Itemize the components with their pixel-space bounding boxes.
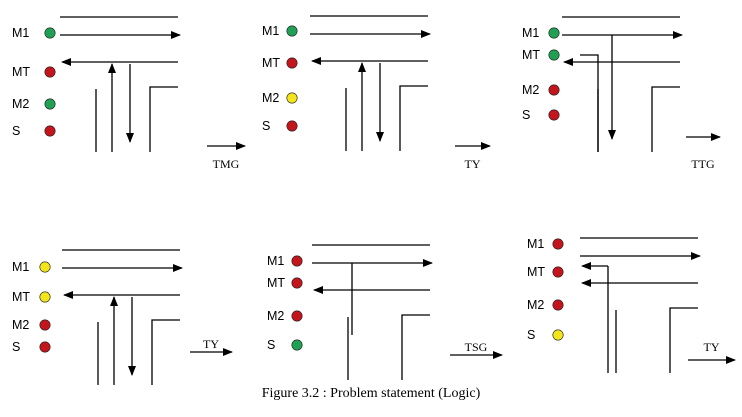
road-edge-right	[401, 314, 430, 380]
signal-light-red	[552, 299, 564, 311]
signal-light-red	[286, 120, 298, 132]
transition-label: TY	[465, 157, 481, 171]
junction-roads	[562, 16, 683, 152]
signal-light-green	[44, 27, 56, 39]
road-edge-right	[669, 307, 698, 373]
phase-panel: M1 MT M2 S	[12, 249, 183, 385]
transition-label: TMG	[213, 157, 240, 171]
signal-light-green	[291, 339, 303, 351]
phase-transition: TY	[688, 340, 736, 364]
phase-panel: M1 MT M2 S	[267, 244, 433, 380]
signal-label: M1	[527, 237, 544, 251]
signal-light-red	[548, 84, 560, 96]
signal-label: M2	[522, 83, 539, 97]
phase-panel: M1 MT M2 S	[12, 16, 181, 152]
signal-label: MT	[527, 265, 545, 279]
junction-roads	[312, 244, 433, 380]
signal-light-red	[548, 109, 560, 121]
signal-light-yellow	[286, 92, 298, 104]
signal-light-green	[548, 49, 560, 61]
road-edge-right	[651, 86, 680, 152]
signal-label: MT	[12, 290, 30, 304]
phase-transition: TTG	[686, 133, 721, 171]
signal-light-red	[291, 277, 303, 289]
signal-light-yellow	[552, 329, 564, 341]
signal-label: M1	[522, 26, 539, 40]
phase-transition: TY	[455, 142, 491, 171]
transition-label: TY	[704, 340, 720, 354]
signal-label: M1	[262, 24, 279, 38]
signal-label: M1	[12, 26, 29, 40]
junction-roads	[580, 237, 701, 373]
phase-panel: M1 MT M2 S	[527, 237, 701, 373]
phase-panel: M1 MT M2 S	[262, 15, 431, 151]
junction-roads	[62, 249, 183, 385]
road-edge-right	[399, 85, 428, 151]
signal-light-red	[39, 319, 51, 331]
junction-roads	[60, 16, 181, 152]
signal-label: S	[12, 124, 20, 138]
transition-label: TY	[203, 337, 219, 351]
signal-label: MT	[267, 276, 285, 290]
signal-label: MT	[12, 65, 30, 79]
signal-light-green	[286, 25, 298, 37]
signal-label: M2	[12, 97, 29, 111]
phase-transition: TMG	[207, 142, 246, 171]
signal-light-red	[39, 341, 51, 353]
junction-roads	[310, 15, 431, 151]
signal-light-red	[552, 238, 564, 250]
signal-label: MT	[522, 48, 540, 62]
signal-light-red	[44, 125, 56, 137]
transition-label: TTG	[691, 157, 715, 171]
road-edge-right	[151, 319, 180, 385]
signal-label: M2	[262, 91, 279, 105]
signal-light-red	[552, 266, 564, 278]
signal-label: M2	[527, 298, 544, 312]
phase-transition: TSG	[450, 340, 503, 359]
signal-label: M2	[267, 309, 284, 323]
transition-label: TSG	[465, 340, 488, 354]
signal-label: S	[267, 338, 275, 352]
signal-light-red	[291, 255, 303, 267]
signal-label: S	[12, 340, 20, 354]
phase-transition: TY	[190, 337, 233, 356]
signal-light-green	[548, 27, 560, 39]
signal-label: S	[262, 119, 270, 133]
signal-light-green	[44, 98, 56, 110]
signal-label: S	[522, 108, 530, 122]
phase-panel: M1 MT M2 S	[522, 16, 683, 152]
signal-light-yellow	[39, 291, 51, 303]
signal-light-red	[291, 310, 303, 322]
signal-label: S	[527, 328, 535, 342]
signal-light-red	[286, 57, 298, 69]
signal-light-yellow	[39, 261, 51, 273]
signal-light-red	[44, 66, 56, 78]
arrow-turn-left	[580, 54, 599, 152]
signal-label: M1	[267, 254, 284, 268]
figure-caption: Figure 3.2 : Problem statement (Logic)	[261, 386, 481, 401]
signal-label: M2	[12, 318, 29, 332]
signal-label: MT	[262, 56, 280, 70]
road-edge-right	[149, 86, 178, 152]
signal-label: M1	[12, 260, 29, 274]
